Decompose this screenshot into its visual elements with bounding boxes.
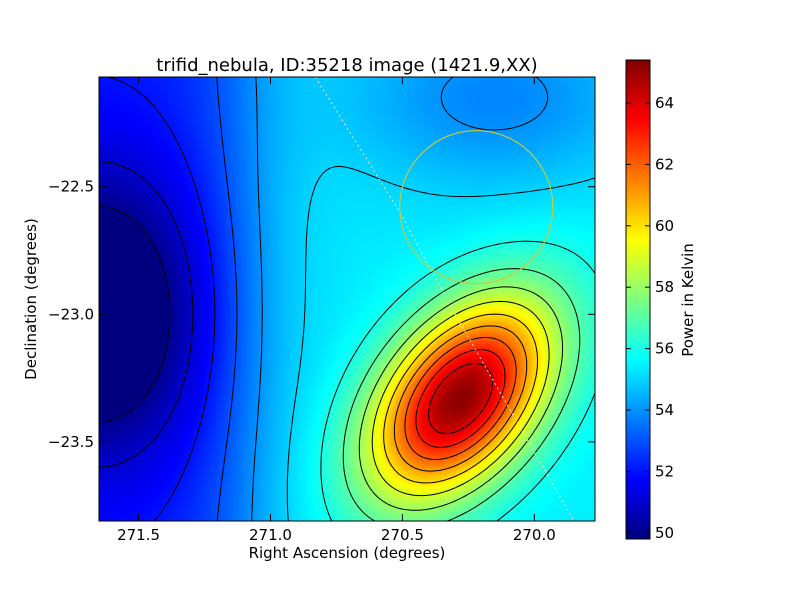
x-axis-label: Right Ascension (degrees) [249, 544, 446, 562]
contour-line [428, 363, 493, 434]
plot-frame [98, 76, 596, 522]
x-tick-label: 270.5 [381, 526, 424, 544]
colorbar: 50 52 54 56 58 60 62 64 Power in Kelvin [625, 59, 697, 542]
plot-area [98, 76, 596, 522]
x-axis: 271.5 271.0 270.5 270.0 [117, 77, 556, 544]
y-tick-label: −23.5 [48, 433, 94, 451]
colorbar-tick-label: 54 [655, 401, 674, 419]
contour-line [216, 77, 238, 521]
y-tick-label: −23.0 [48, 305, 94, 323]
contour-line [320, 240, 595, 521]
heatmap-field [99, 77, 595, 521]
beam-circle [399, 129, 554, 285]
colorbar-tick-label: 50 [655, 524, 674, 542]
colorbar-label: Power in Kelvin [679, 243, 697, 357]
colorbar-ticks: 50 52 54 56 58 60 62 64 [626, 94, 674, 542]
contour-line [358, 286, 563, 511]
colorbar-tick-label: 56 [655, 340, 674, 358]
y-axis-label: Declination (degrees) [22, 218, 40, 380]
x-tick-label: 271.5 [117, 526, 160, 544]
contour-line [342, 268, 581, 521]
colorbar-gradient [625, 59, 651, 540]
colorbar-tick-label: 60 [655, 217, 674, 235]
contour-line [415, 349, 506, 448]
contour-line [251, 77, 549, 521]
colorbar-tick-label: 64 [655, 94, 674, 112]
contour-line [393, 325, 528, 472]
colorbar-tick-label: 58 [655, 278, 674, 296]
contour-line [371, 300, 550, 497]
x-tick-label: 270.0 [513, 526, 556, 544]
colorbar-tick-label: 52 [655, 462, 674, 480]
contour-line [383, 313, 538, 484]
y-axis: −22.5 −23.0 −23.5 [48, 178, 595, 451]
chart-title: trifid_nebula, ID:35218 image (1421.9,XX… [156, 55, 537, 76]
y-tick-label: −22.5 [48, 178, 94, 196]
contour-line [99, 206, 171, 423]
contour-line [99, 160, 194, 468]
contour-line [286, 165, 595, 521]
colorbar-tick-label: 62 [655, 155, 674, 173]
x-tick-label: 271.0 [249, 526, 292, 544]
